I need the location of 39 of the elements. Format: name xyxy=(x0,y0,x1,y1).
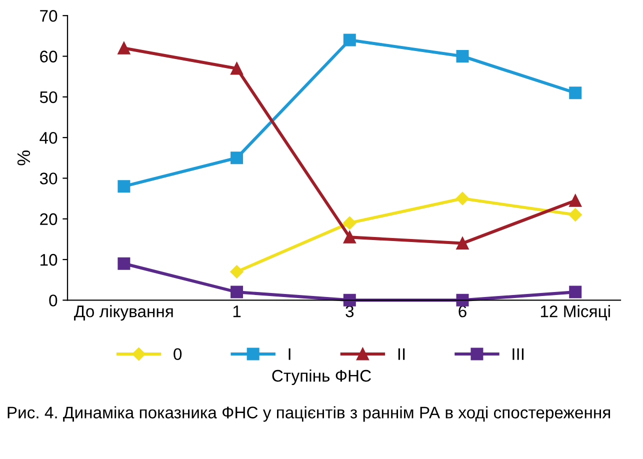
y-tick-label: 30 xyxy=(40,172,58,184)
y-tick-label: 70 xyxy=(40,10,58,22)
point xyxy=(569,86,582,100)
point xyxy=(118,257,130,270)
point xyxy=(343,294,356,306)
point xyxy=(343,34,356,46)
x-tick-label: 6 xyxy=(458,305,466,318)
legend-label: 0 xyxy=(174,348,182,360)
y-axis-title: % xyxy=(17,150,30,166)
point xyxy=(230,62,244,75)
x-tick-label: 1 xyxy=(233,306,241,318)
legend-label: III xyxy=(512,348,524,360)
legend-title: Ступінь ФНС xyxy=(272,369,371,386)
point xyxy=(118,42,130,54)
x-tick-label: 3 xyxy=(346,305,354,318)
point xyxy=(456,192,470,206)
x-tick-label: 12 Місяці xyxy=(540,305,610,320)
point xyxy=(456,294,469,306)
y-tick-label: 0 xyxy=(49,294,58,306)
legend-label: I xyxy=(288,348,290,360)
point xyxy=(569,286,582,298)
point xyxy=(343,216,356,230)
point xyxy=(230,265,244,278)
y-tick-label: 50 xyxy=(40,91,58,104)
point xyxy=(456,237,469,250)
point xyxy=(456,50,469,63)
point xyxy=(118,180,130,193)
point xyxy=(569,194,582,207)
y-tick-label: 60 xyxy=(40,50,58,62)
point xyxy=(568,208,582,222)
x-tick-label: До лікування xyxy=(74,305,173,321)
legend-label: II xyxy=(398,348,405,360)
point xyxy=(230,286,244,298)
point xyxy=(343,230,356,244)
point xyxy=(230,152,244,164)
text: Рис. 4. Динаміка показника ФНС у пацієнтів з раннім РА в ході спостереження xyxy=(8,406,610,422)
y-tick-label: 40 xyxy=(40,132,58,144)
y-tick-label: 10 xyxy=(40,254,58,266)
y-tick-label: 20 xyxy=(40,213,58,226)
